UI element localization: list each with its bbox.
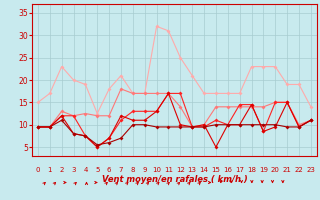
X-axis label: Vent moyen/en rafales ( km/h ): Vent moyen/en rafales ( km/h )	[101, 174, 247, 184]
